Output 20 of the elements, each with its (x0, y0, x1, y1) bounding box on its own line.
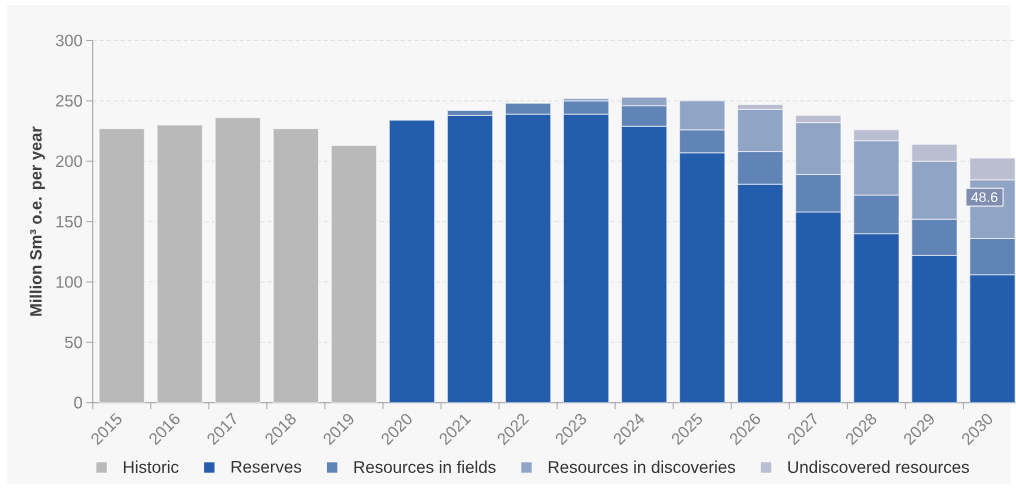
y-tick-label: 50 (65, 336, 83, 349)
bar (156, 124, 203, 403)
bar (98, 128, 145, 403)
bar (214, 117, 261, 403)
y-tick-label: 150 (56, 215, 83, 228)
legend-label: Resources in fields (354, 460, 496, 474)
legend-label: Reserves (231, 460, 302, 473)
y-tick-label: 300 (55, 34, 83, 47)
y-axis-title: Million Sm³ o.e. per year (29, 126, 45, 316)
legend-label: Resources in discoveries (548, 460, 736, 474)
y-tick-label: 200 (56, 155, 83, 168)
legend-label: Undiscovered resources (788, 460, 969, 474)
y-tick-label: 250 (56, 95, 83, 107)
y-tick-label: 100 (56, 276, 83, 288)
y-tick-label: 0 (74, 396, 83, 409)
legend-label: Historic (123, 460, 179, 474)
data-label: 48.6 (971, 192, 998, 203)
bar (272, 128, 319, 403)
bar (389, 119, 435, 403)
bar (330, 145, 377, 403)
